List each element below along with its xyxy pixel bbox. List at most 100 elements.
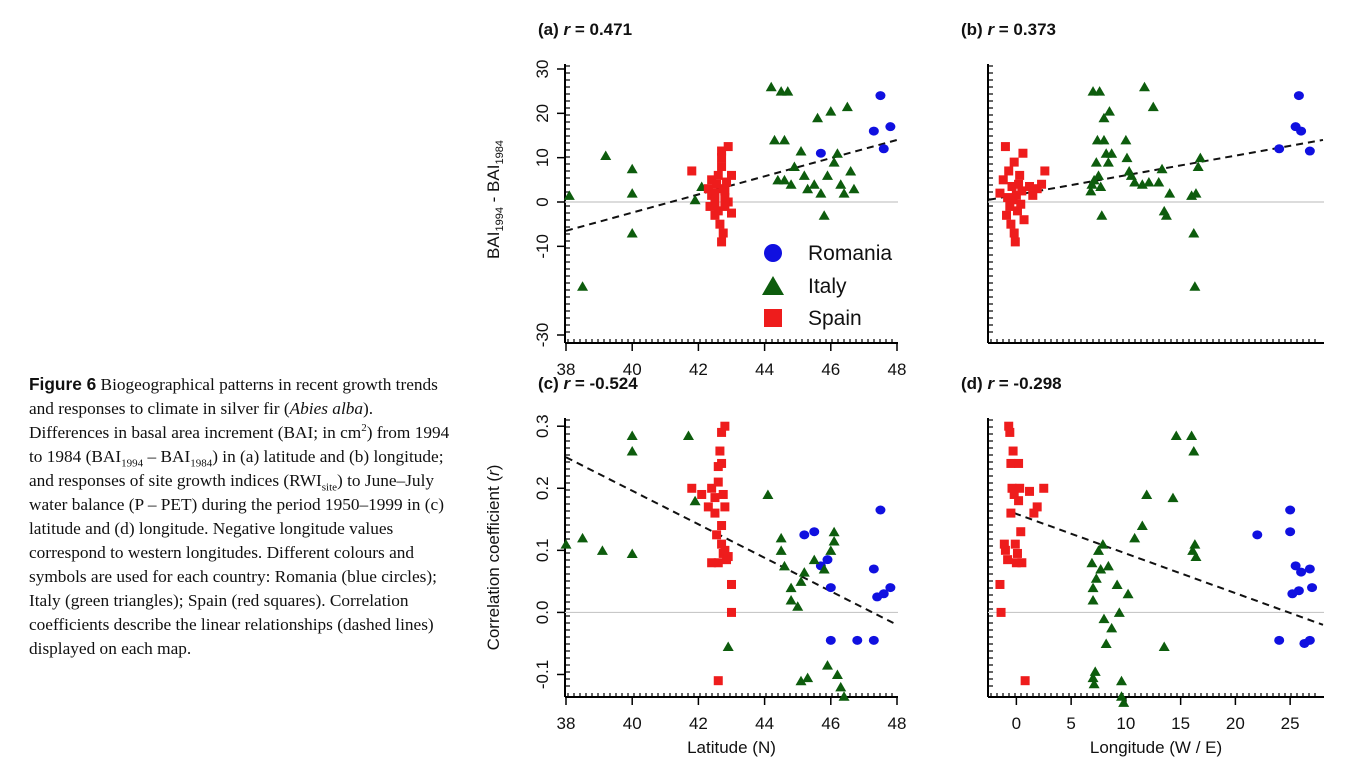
point-italy [1097,539,1109,549]
point-italy [1160,210,1172,220]
point-italy [775,532,787,543]
point-italy [802,672,814,683]
point-romania [1293,586,1304,596]
x-tick-label: 48 [888,360,907,379]
point-italy [722,641,734,652]
point-spain [710,493,720,503]
x-tick-label: 42 [689,714,708,733]
point-italy [626,446,638,456]
caption-sub-1994: 1994 [121,457,144,470]
point-romania [1290,561,1301,571]
point-italy [1139,81,1151,92]
point-italy [1187,545,1199,555]
legend-label: Italy [808,275,847,298]
point-italy [1103,106,1115,116]
point-spain [995,188,1005,198]
panel-letter: (b) [961,20,987,39]
point-italy [560,539,572,549]
point-italy [1189,539,1201,549]
point-spain [717,458,727,468]
series-spain [995,142,1050,247]
point-italy [785,595,797,605]
point-romania [878,144,889,154]
point-italy [782,86,794,96]
point-italy [1158,641,1170,652]
point-spain [1017,558,1027,568]
y-tick-label: 0 [533,197,552,206]
y-label-sub: 1984 [494,140,506,164]
point-spain [715,446,725,456]
point-spain [707,558,717,568]
point-spain [717,162,727,172]
point-spain [687,166,697,176]
y-tick-label: 0.3 [533,414,552,438]
point-spain [705,201,715,211]
point-spain [1019,215,1029,225]
caption-sup-2: 2 [361,422,367,435]
point-spain [1011,190,1021,200]
point-spain [1029,508,1039,518]
point-romania [1285,527,1296,537]
point-spain [1009,228,1019,238]
point-romania [885,122,896,132]
point-italy [1141,489,1153,499]
point-italy [778,134,790,145]
point-romania [825,583,836,593]
point-spain [715,219,725,229]
point-spain [1014,496,1024,506]
x-tick-label: 20 [1226,714,1245,733]
panel-title: (a) r = 0.471 [538,20,632,39]
r-value: = -0.524 [570,374,638,393]
point-spain [1003,193,1013,203]
legend-marker-romania [764,244,782,262]
y-label-part: BAI [484,232,503,259]
point-spain [1000,142,1010,152]
series-romania [1274,91,1315,156]
y-tick-label: 10 [533,148,552,167]
point-italy [845,165,857,176]
point-spain [720,421,730,431]
point-spain [723,552,733,562]
panel-title: (b) r = 0.373 [961,20,1056,39]
point-italy [841,101,853,112]
point-italy [626,188,638,198]
point-spain [710,188,720,198]
point-italy [682,430,694,441]
point-italy [775,545,787,555]
point-italy [808,554,820,565]
point-italy [1121,152,1133,163]
y-label-part: - BAI [484,165,503,208]
point-italy [1087,595,1099,605]
point-spain [1025,486,1035,496]
point-romania [1296,567,1307,577]
point-romania [1304,146,1315,156]
x-tick-label: 44 [755,360,774,379]
point-italy [1095,563,1107,574]
point-spain [1000,545,1010,555]
point-spain [717,237,727,247]
point-italy [1186,430,1198,441]
series-romania [799,505,896,645]
point-italy [1147,101,1159,112]
y-tick-label: -30 [533,323,552,348]
y-label-part: ) [484,465,503,471]
point-spain [1025,181,1035,191]
point-spain [717,427,727,437]
point-italy [626,228,638,238]
r-value: = 0.471 [570,20,632,39]
point-spain [707,483,717,493]
x-tick-label: 42 [689,360,708,379]
point-italy [831,669,843,679]
r-symbol: r [564,20,572,39]
point-italy [828,526,840,537]
chart-panel-3: 0 5 10 15 20 25 (d) r = -0.298 Longitude (W / E… [961,374,1324,757]
point-italy [798,567,810,577]
caption-text-3: ) from 1994 to 1984 (BAI [29,423,450,466]
point-italy [596,545,608,555]
point-spain [727,579,736,589]
series-italy [560,430,850,701]
point-italy [1188,228,1200,238]
series-italy [1086,430,1202,707]
x-tick-label: 44 [755,714,774,733]
y-label-part: Correlation coefficient ( [484,476,503,651]
